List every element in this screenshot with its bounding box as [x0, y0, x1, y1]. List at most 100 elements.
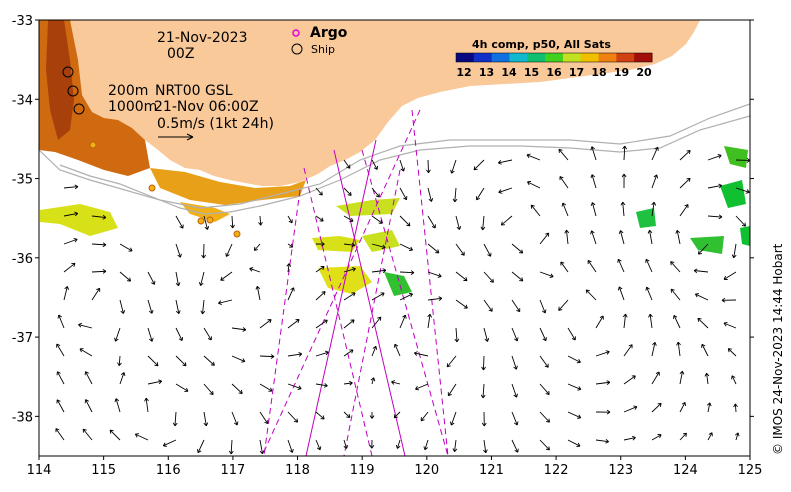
current-arrow — [315, 265, 325, 273]
current-arrow — [286, 263, 292, 273]
current-arrow — [623, 435, 636, 441]
current-arrow — [91, 269, 107, 274]
current-arrow — [590, 230, 597, 245]
current-arrow — [731, 243, 737, 259]
current-arrow — [415, 383, 429, 391]
current-arrow — [109, 429, 121, 441]
current-arrow — [558, 148, 569, 161]
current-arrow — [567, 383, 582, 391]
current-arrow — [399, 243, 414, 252]
current-arrow — [558, 299, 569, 311]
current-arrow — [197, 439, 205, 454]
current-arrow — [371, 292, 385, 301]
x-tick-label: 118 — [285, 463, 310, 478]
y-tick-label: -33 — [12, 14, 33, 29]
current-arrow — [483, 439, 488, 454]
current-arrow — [259, 319, 272, 329]
current-arrow — [371, 268, 387, 273]
current-arrow — [452, 187, 458, 203]
current-arrow — [249, 267, 261, 273]
colorbar-swatch — [473, 53, 493, 62]
current-arrow — [511, 411, 519, 426]
colorbar-tick-label: 20 — [636, 66, 652, 79]
current-arrow — [287, 352, 303, 357]
current-arrow — [258, 215, 263, 226]
swath-line — [263, 189, 301, 456]
x-tick-label: 122 — [544, 463, 569, 478]
colorbar-tick-label: 13 — [479, 66, 494, 79]
current-arrow — [498, 187, 513, 194]
current-arrow — [56, 399, 65, 413]
current-arrow — [617, 286, 625, 301]
y-tick-label: -36 — [12, 252, 33, 267]
current-arrow — [427, 296, 443, 301]
current-arrow — [287, 215, 293, 224]
current-arrow — [371, 316, 382, 329]
sst-patch — [384, 272, 412, 296]
current-arrow — [734, 432, 740, 441]
current-arrow — [63, 184, 79, 190]
colorbar-tick-label: 12 — [456, 66, 471, 79]
current-arrow — [343, 215, 354, 222]
current-arrow — [147, 299, 154, 314]
current-arrow — [255, 285, 261, 301]
current-arrow — [228, 439, 234, 455]
current-arrow — [399, 292, 413, 301]
current-arrow — [371, 215, 383, 224]
current-arrow — [645, 286, 653, 301]
x-tick-label: 121 — [479, 463, 504, 478]
current-arrow — [259, 383, 273, 392]
latitude-axis: -33 -34 -35 -36 -37 -38 — [12, 14, 754, 425]
current-arrow — [693, 268, 709, 274]
sst-patch — [46, 20, 74, 140]
current-arrow — [203, 327, 212, 341]
current-arrow — [55, 428, 65, 441]
current-arrow — [483, 271, 494, 283]
current-arrow — [369, 411, 375, 419]
sst-patch — [150, 168, 306, 205]
colorbar-tick-label: 16 — [546, 66, 562, 79]
argo-float — [233, 230, 241, 238]
current-arrow — [220, 271, 233, 281]
current-arrow — [707, 214, 723, 220]
current-arrow — [679, 370, 685, 385]
current-arrow — [84, 399, 93, 413]
colorbar-tick-label: 17 — [569, 66, 584, 79]
current-arrow — [723, 321, 737, 329]
current-arrow — [651, 434, 662, 441]
colorbar: 12 13 14 15 16 17 18 19 20 — [455, 52, 653, 79]
current-arrow — [343, 349, 354, 357]
current-arrow — [675, 229, 681, 245]
current-arrow — [231, 411, 239, 426]
isobath-1000m — [59, 115, 750, 215]
current-arrow — [343, 267, 356, 273]
current-arrow — [144, 397, 149, 413]
current-arrow — [315, 187, 323, 196]
current-arrow — [399, 187, 408, 201]
current-arrow — [733, 403, 738, 413]
colorbar-swatch — [562, 53, 582, 62]
current-arrow — [679, 149, 691, 161]
current-arrow — [253, 243, 261, 251]
colorbar-swatch — [509, 53, 528, 62]
current-arrow — [315, 411, 325, 420]
current-arrow — [230, 215, 235, 229]
credit-text: © IMOS 24-Nov-2023 14:44 Hobart — [771, 243, 785, 455]
current-arrow — [259, 411, 269, 425]
current-arrow — [511, 243, 524, 254]
product-label: NRT00 GSL — [155, 83, 233, 99]
current-arrow — [622, 145, 627, 161]
current-arrow — [203, 383, 214, 396]
ship-legend-marker — [291, 43, 303, 55]
current-arrow — [175, 299, 181, 315]
current-arrow — [198, 271, 205, 286]
current-arrow — [84, 371, 93, 385]
colorbar-swatch — [491, 53, 510, 62]
scale-label: 0.5m/s (1kt 24h) — [157, 116, 274, 132]
current-arrow — [701, 343, 709, 357]
current-arrow — [420, 411, 429, 422]
ship-positions — [62, 66, 85, 115]
current-arrow — [500, 215, 513, 226]
current-arrow — [623, 375, 636, 385]
current-arrow — [57, 314, 65, 329]
